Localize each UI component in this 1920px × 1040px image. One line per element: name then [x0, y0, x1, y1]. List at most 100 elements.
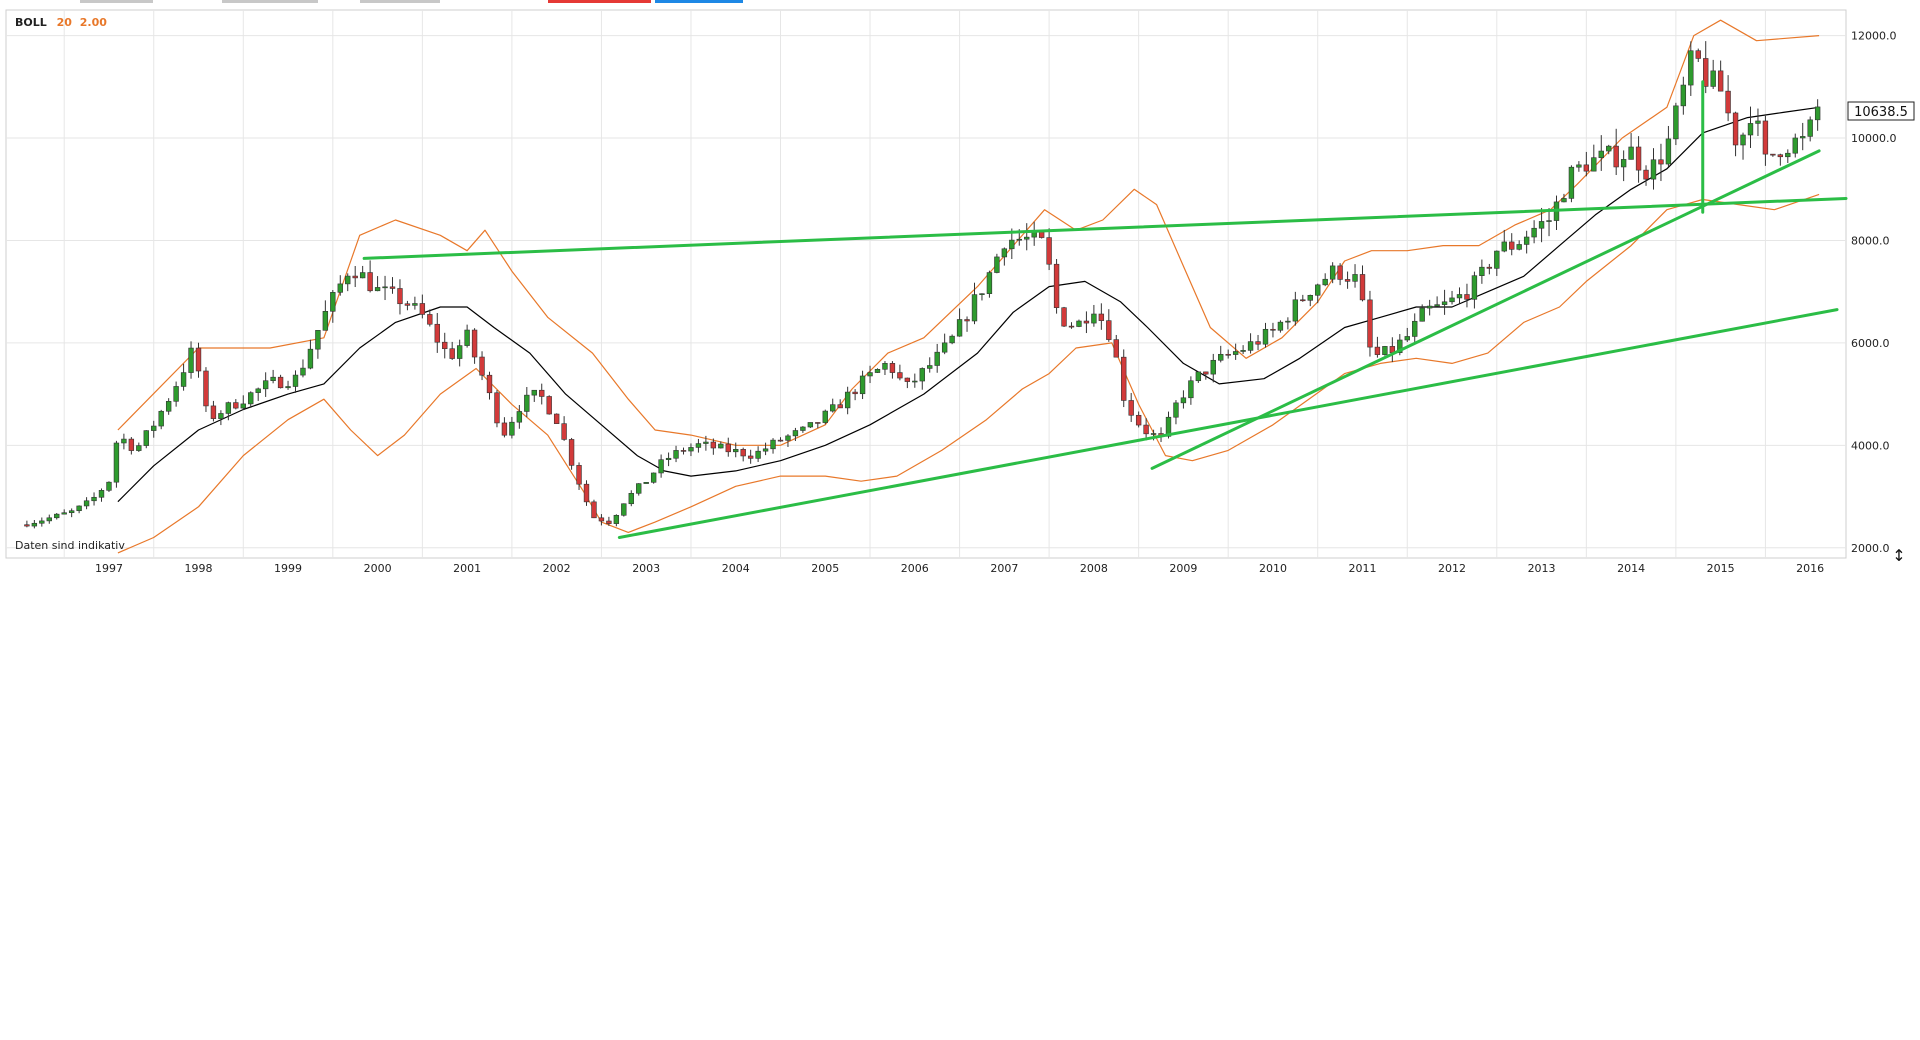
x-tick-label: 2016: [1796, 562, 1824, 573]
tab-c[interactable]: [360, 0, 440, 3]
trendline: [617, 308, 1839, 540]
candle-body: [1031, 231, 1037, 238]
candle-body: [979, 293, 985, 295]
candle-body: [397, 288, 403, 305]
x-tick-label: 1999: [274, 562, 302, 573]
candle-body: [1509, 241, 1515, 250]
chart-panel: 2000.0 4000.0 6000.0 8000.0 10000.0 12000.0 19…: [0, 6, 1920, 577]
candlestick-chart[interactable]: 2000.0 4000.0 6000.0 8000.0 10000.0 12000.0 19…: [0, 6, 1920, 577]
candle-body: [539, 389, 545, 397]
candle-body: [300, 367, 306, 376]
candle-body: [277, 376, 284, 389]
candle-body: [1404, 336, 1410, 341]
candle-body: [1285, 320, 1291, 323]
candle-body: [1620, 159, 1627, 168]
indicator-period: 20: [57, 16, 73, 29]
candle-body: [1412, 320, 1418, 337]
candle-body: [1419, 307, 1425, 322]
candle-body: [1732, 112, 1739, 146]
candle-body: [1203, 371, 1209, 375]
candle-body: [24, 524, 30, 527]
candle-body: [1434, 304, 1440, 307]
bollinger-bands: [117, 19, 1820, 554]
candle-body: [1658, 159, 1664, 165]
candle-body: [180, 372, 187, 387]
candle-body: [1009, 239, 1015, 250]
candle-body: [1501, 241, 1507, 252]
candle-body: [1247, 341, 1254, 351]
candle-body: [628, 493, 634, 505]
candle-body: [1568, 166, 1575, 199]
candle-body: [151, 425, 157, 431]
candle-body: [1382, 346, 1388, 355]
candle-body: [1673, 105, 1679, 140]
x-tick-label: 2008: [1080, 562, 1108, 573]
candle-body: [1024, 236, 1030, 240]
candle-body: [248, 392, 254, 405]
candle-body: [479, 356, 485, 376]
candle-body: [986, 272, 993, 294]
x-tick-label: 2014: [1617, 562, 1645, 573]
candle-body: [352, 275, 358, 279]
candle-body: [1038, 231, 1045, 238]
candle-body: [882, 363, 888, 370]
candle-body: [1643, 169, 1649, 180]
candle-body: [904, 377, 911, 382]
tab-a[interactable]: [80, 0, 153, 3]
candle-body: [240, 403, 246, 409]
tab-blue[interactable]: [655, 0, 743, 3]
candle-body: [1255, 341, 1261, 345]
candle-body: [121, 438, 127, 444]
tab-b[interactable]: [222, 0, 318, 3]
candle-body: [822, 410, 828, 423]
candle-body: [1106, 320, 1112, 340]
candle-body: [434, 323, 440, 343]
candle-body: [1785, 152, 1791, 158]
candle-body: [61, 512, 67, 515]
candle-body: [703, 441, 709, 444]
candle-body: [1150, 433, 1157, 435]
candle-body: [1337, 265, 1343, 280]
candle-body: [621, 503, 627, 516]
candle-body: [1277, 321, 1284, 331]
bollinger-lower-line: [117, 193, 1820, 554]
x-tick-label: 2007: [990, 562, 1018, 573]
candle-body: [1359, 274, 1366, 301]
candle-body: [747, 455, 754, 459]
candle-body: [874, 368, 881, 373]
candle-body: [330, 292, 336, 312]
candle-body: [31, 522, 38, 527]
candle-body: [1456, 294, 1463, 299]
candle-body: [494, 392, 500, 424]
candle-body: [912, 380, 918, 383]
resize-handle-icon[interactable]: ↕: [1892, 546, 1905, 565]
candle-body: [576, 465, 582, 485]
y-tick-label: 10000.0: [1851, 132, 1897, 145]
candle-body: [695, 443, 702, 448]
candles: [24, 41, 1821, 529]
candle-body: [1128, 400, 1134, 416]
candle-body: [1538, 221, 1545, 229]
candle-body: [1068, 325, 1075, 328]
candle-body: [1591, 157, 1597, 172]
candle-body: [956, 319, 963, 337]
candle-body: [650, 472, 657, 483]
candle-body: [837, 404, 843, 409]
candle-body: [1367, 299, 1373, 348]
candle-body: [1121, 356, 1127, 401]
candle-body: [830, 404, 836, 412]
trendline: [362, 196, 1848, 260]
candle-body: [1449, 297, 1455, 303]
candle-body: [725, 443, 731, 453]
x-tick-label: 2006: [901, 562, 929, 573]
candle-body: [740, 449, 746, 457]
candle-body: [591, 501, 597, 519]
candle-body: [941, 342, 948, 353]
x-tick-label: 2004: [722, 562, 750, 573]
candle-body: [733, 449, 739, 453]
candle-body: [583, 483, 590, 503]
candle-body: [419, 303, 426, 315]
tab-red[interactable]: [548, 0, 651, 3]
candle-body: [1188, 380, 1194, 399]
candle-body: [1397, 339, 1403, 354]
